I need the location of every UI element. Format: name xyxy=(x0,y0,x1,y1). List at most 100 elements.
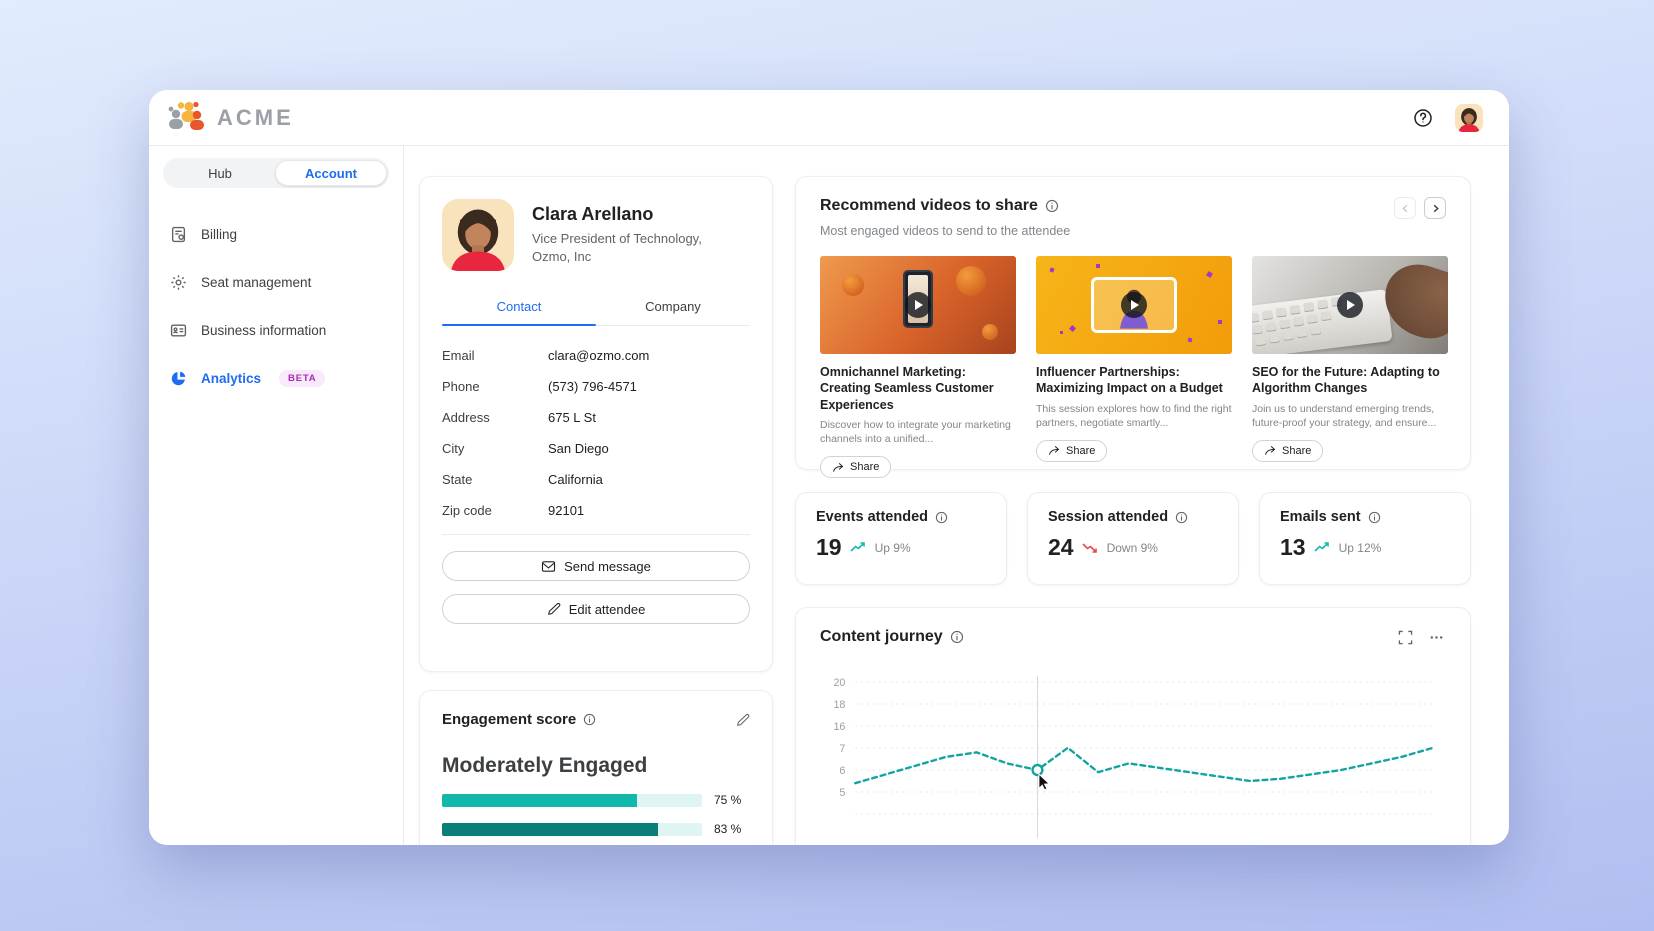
profile-text: Clara Arellano Vice President of Technol… xyxy=(532,199,702,271)
engagement-bar-label: 75 % xyxy=(714,793,742,807)
help-icon[interactable] xyxy=(1413,108,1433,128)
y-tick: 16 xyxy=(833,721,845,733)
share-icon xyxy=(1049,446,1060,456)
contact-actions: Send message Edit attendee xyxy=(442,551,750,624)
stat-trend-label: Up 12% xyxy=(1338,540,1382,555)
field-label: Phone xyxy=(442,379,480,394)
video-card: Influencer Partnerships: Maximizing Impa… xyxy=(1036,256,1232,478)
sidebar-item-seat-management[interactable]: Seat management xyxy=(163,258,389,306)
edit-engagement-icon[interactable] xyxy=(736,713,750,727)
tab-company[interactable]: Company xyxy=(645,299,701,314)
stat-value: 13 xyxy=(1280,534,1306,560)
info-icon[interactable] xyxy=(1045,199,1059,213)
detail-row-address: Address 675 L St xyxy=(442,410,750,425)
fullscreen-icon[interactable] xyxy=(1398,630,1413,645)
carousel-next-button[interactable] xyxy=(1424,197,1446,219)
field-value: (573) 796-4571 xyxy=(548,379,637,394)
billing-icon xyxy=(169,225,187,243)
profile-name: Clara Arellano xyxy=(532,204,654,224)
sidebar-item-billing[interactable]: Billing xyxy=(163,210,389,258)
journey-line xyxy=(854,746,1434,785)
video-card: Omnichannel Marketing: Creating Seamless… xyxy=(820,256,1016,479)
video-description: Join us to understand emerging trends, f… xyxy=(1252,402,1437,429)
engagement-bar-track xyxy=(442,822,702,836)
field-value: 92101 xyxy=(548,503,585,518)
detail-row-zip: Zip code 92101 xyxy=(442,503,750,518)
toggle-hub[interactable]: Hub xyxy=(208,165,232,181)
trend-up-icon xyxy=(1314,542,1329,552)
stat-value: 24 xyxy=(1048,534,1074,560)
sidebar-item-label: Analytics xyxy=(201,370,262,386)
user-avatar[interactable] xyxy=(1455,103,1483,132)
info-icon[interactable] xyxy=(950,630,964,644)
tab-contact[interactable]: Contact xyxy=(442,299,596,326)
sidebar: Hub Account Billing xyxy=(149,146,404,845)
contact-details: Email clara@ozmo.com Phone (573) 796-457… xyxy=(442,348,750,518)
video-title: Influencer Partnerships: Maximizing Impa… xyxy=(1036,365,1223,396)
field-label: Zip code xyxy=(442,503,492,518)
play-icon xyxy=(1121,292,1147,318)
stat-card-events-attended: Events attended 19 Up 9% xyxy=(795,492,1007,585)
stat-card-emails-sent: Emails sent 13 Up 12% xyxy=(1259,492,1471,585)
field-value: 675 L St xyxy=(548,410,596,425)
acme-logo: ACME xyxy=(165,100,294,136)
send-message-button[interactable]: Send message xyxy=(442,551,750,581)
field-value: San Diego xyxy=(548,441,609,456)
engagement-title: Engagement score xyxy=(442,711,577,728)
app-window: ACME xyxy=(149,90,1509,845)
field-value: California xyxy=(548,472,603,487)
y-tick: 7 xyxy=(839,743,845,755)
carousel-prev-button[interactable] xyxy=(1394,197,1416,219)
toggle-account[interactable]: Account xyxy=(275,160,387,186)
recommended-videos-card: Recommend videos to share Most engaged v… xyxy=(795,176,1471,479)
pencil-icon xyxy=(547,602,561,616)
video-thumbnail[interactable] xyxy=(820,256,1016,354)
sidebar-item-label: Business information xyxy=(201,322,327,338)
stat-title: Emails sent xyxy=(1280,509,1450,525)
video-thumbnail[interactable] xyxy=(1036,256,1232,354)
stat-value-row: 19 Up 9% xyxy=(816,534,986,561)
info-icon[interactable] xyxy=(1368,511,1381,524)
field-label: City xyxy=(442,441,465,456)
more-icon[interactable] xyxy=(1429,630,1444,645)
y-tick: 20 xyxy=(833,677,845,689)
chart-gridlines xyxy=(855,681,1433,815)
divider xyxy=(442,534,750,535)
play-icon xyxy=(905,292,931,318)
sidebar-item-label: Billing xyxy=(201,226,238,242)
detail-row-phone: Phone (573) 796-4571 xyxy=(442,379,750,394)
journey-chart[interactable]: 20 18 16 7 6 5 xyxy=(820,670,1446,838)
stat-value-row: 24 Down 9% xyxy=(1048,534,1218,561)
videos-row: Omnichannel Marketing: Creating Seamless… xyxy=(820,256,1448,479)
trend-down-icon xyxy=(1082,543,1097,553)
video-thumbnail[interactable] xyxy=(1252,256,1448,354)
video-description: This session explores how to find the ri… xyxy=(1036,402,1232,429)
stat-title: Events attended xyxy=(816,509,986,525)
sidebar-item-analytics[interactable]: Analytics BETA xyxy=(163,354,389,402)
content-journey-card: Content journey xyxy=(795,607,1471,845)
sidebar-item-business-information[interactable]: Business information xyxy=(163,306,389,354)
info-icon[interactable] xyxy=(583,713,596,726)
field-value: clara@ozmo.com xyxy=(548,348,650,363)
mouse-cursor xyxy=(1038,772,1051,791)
share-button[interactable]: Share xyxy=(820,456,892,479)
chevron-right-icon xyxy=(1433,204,1439,212)
topbar: ACME xyxy=(149,90,1509,146)
share-icon xyxy=(833,462,844,472)
attendee-profile: Clara Arellano Vice President of Technol… xyxy=(442,199,750,271)
info-icon[interactable] xyxy=(1175,511,1188,524)
stats-row: Events attended 19 Up 9% xyxy=(795,492,1471,585)
field-label: State xyxy=(442,472,473,487)
journey-actions xyxy=(1398,630,1444,645)
edit-attendee-button[interactable]: Edit attendee xyxy=(442,594,750,624)
info-icon[interactable] xyxy=(935,511,948,524)
share-button[interactable]: Share xyxy=(1036,439,1108,462)
journey-header: Content journey xyxy=(820,628,1446,646)
id-card-icon xyxy=(169,321,187,339)
share-button[interactable]: Share xyxy=(1252,439,1324,462)
stat-trend-label: Down 9% xyxy=(1106,540,1158,555)
chart-hover-point[interactable] xyxy=(1031,763,1044,777)
stat-title: Session attended xyxy=(1048,509,1218,525)
envelope-icon xyxy=(541,560,556,573)
